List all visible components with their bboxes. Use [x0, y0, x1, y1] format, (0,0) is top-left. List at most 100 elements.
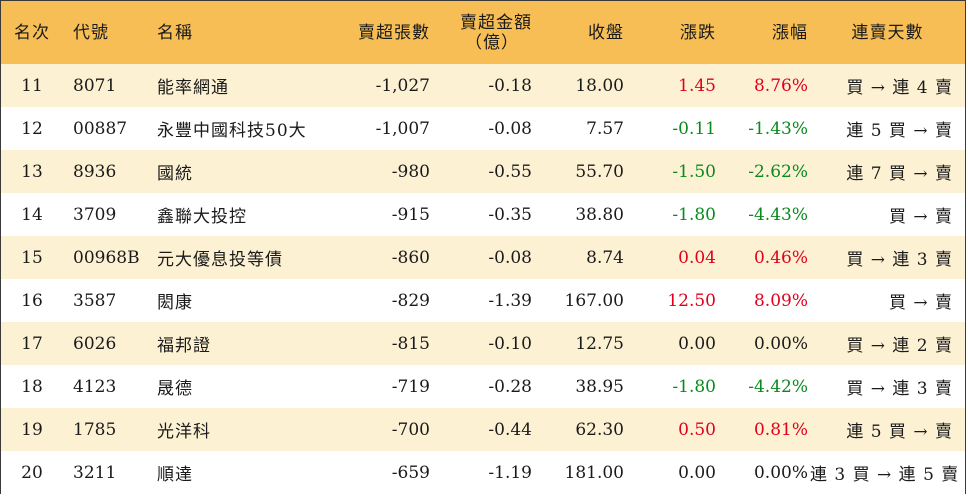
col-net-sell-amount-header: 賣超金額 （億） — [432, 1, 534, 64]
cell-net-sell-volume: -980 — [391, 161, 430, 182]
net-sell-amount-unit: （億） — [465, 32, 519, 53]
cell-rank: 15 — [21, 247, 43, 268]
cell-change: 1.45 — [678, 75, 716, 96]
cell-change: -1.80 — [672, 376, 716, 397]
cell-change: -0.11 — [672, 118, 716, 139]
cell-net-sell-volume: -815 — [391, 333, 430, 354]
cell-code: 3587 — [73, 290, 117, 311]
table-row: 12 00887 永豐中國科技50大 -1,007 -0.08 7.57 -0.11 -1.4… — [1, 107, 965, 150]
table-header: 名次 代號 名稱 賣超張數 賣超金額 （億） 收盤 漲跌 漲幅 連賣天數 — [1, 1, 965, 64]
cell-change: -1.80 — [672, 204, 716, 225]
table-row: 11 8071 能率網通 -1,027 -0.18 18.00 1.45 8.76% 買 → 連… — [1, 64, 965, 107]
cell-net-sell-amount: -1.39 — [488, 290, 532, 311]
table-row: 14 3709 鑫聯大投控 -915 -0.35 38.80 -1.80 -4.43% 買 → … — [1, 193, 965, 236]
cell-name: 元大優息投等債 — [157, 250, 283, 270]
cell-code: 00968B — [73, 247, 140, 268]
cell-rank: 19 — [21, 419, 43, 440]
cell-change-pct: -1.43% — [748, 118, 808, 139]
cell-net-sell-amount: -0.35 — [488, 204, 532, 225]
cell-code: 8071 — [73, 75, 117, 96]
cell-net-sell-amount: -1.19 — [488, 462, 532, 483]
cell-change-pct: -4.43% — [748, 204, 808, 225]
cell-net-sell-volume: -1,007 — [375, 118, 430, 139]
cell-rank: 14 — [21, 204, 43, 225]
table-row: 20 3211 順達 -659 -1.19 181.00 0.00 0.00% 連 3 買 → … — [1, 451, 965, 494]
cell-change-pct: 0.46% — [753, 247, 808, 268]
cell-close: 7.57 — [586, 118, 624, 139]
cell-net-sell-amount: -0.44 — [488, 419, 532, 440]
cell-change-pct: 8.09% — [753, 290, 808, 311]
cell-streak: 買 → 連 4 賣 — [846, 78, 953, 98]
cell-change: 12.50 — [667, 290, 716, 311]
cell-streak: 買 → 賣 — [888, 207, 953, 227]
cell-close: 38.95 — [575, 376, 624, 397]
cell-net-sell-amount: -0.08 — [488, 247, 532, 268]
cell-name: 鑫聯大投控 — [157, 207, 247, 227]
col-change-pct-header: 漲幅 — [772, 22, 808, 43]
cell-change: -1.50 — [672, 161, 716, 182]
col-code-header: 代號 — [73, 22, 109, 43]
cell-name: 順達 — [157, 465, 193, 485]
cell-name: 光洋科 — [157, 422, 211, 442]
cell-close: 12.75 — [575, 333, 624, 354]
cell-streak: 連 3 買 → 連 5 賣 — [810, 465, 960, 485]
cell-code: 8936 — [73, 161, 117, 182]
cell-code: 3709 — [73, 204, 117, 225]
col-close-header: 收盤 — [588, 22, 624, 43]
cell-net-sell-amount: -0.55 — [488, 161, 532, 182]
cell-code: 6026 — [73, 333, 117, 354]
cell-change: 0.00 — [678, 333, 716, 354]
cell-streak: 買 → 連 3 賣 — [846, 379, 953, 399]
table-row: 13 8936 國統 -980 -0.55 55.70 -1.50 -2.62% 連 7 買 →… — [1, 150, 965, 193]
cell-net-sell-volume: -915 — [391, 204, 430, 225]
cell-name: 閎康 — [157, 293, 193, 313]
cell-change: 0.50 — [678, 419, 716, 440]
cell-close: 18.00 — [575, 75, 624, 96]
cell-name: 晟德 — [157, 379, 193, 399]
cell-rank: 13 — [21, 161, 43, 182]
cell-code: 4123 — [73, 376, 117, 397]
cell-change: 0.04 — [678, 247, 716, 268]
cell-streak: 連 7 買 → 賣 — [846, 164, 953, 184]
cell-code: 3211 — [73, 462, 117, 483]
cell-close: 8.74 — [586, 247, 624, 268]
table-row: 15 00968B 元大優息投等債 -860 -0.08 8.74 0.04 0.46% 買 →… — [1, 236, 965, 279]
cell-change: 0.00 — [678, 462, 716, 483]
table-row: 16 3587 閎康 -829 -1.39 167.00 12.50 8.09% 買 → 賣 — [1, 279, 965, 322]
cell-net-sell-volume: -829 — [391, 290, 430, 311]
cell-change-pct: 8.76% — [753, 75, 808, 96]
cell-name: 福邦證 — [157, 336, 211, 356]
cell-net-sell-volume: -719 — [391, 376, 430, 397]
cell-change-pct: 0.00% — [753, 333, 808, 354]
cell-net-sell-amount: -0.28 — [488, 376, 532, 397]
cell-rank: 18 — [21, 376, 43, 397]
cell-code: 1785 — [73, 419, 117, 440]
cell-rank: 12 — [21, 118, 43, 139]
cell-rank: 17 — [21, 333, 43, 354]
cell-net-sell-amount: -0.08 — [488, 118, 532, 139]
cell-rank: 20 — [21, 462, 43, 483]
cell-net-sell-volume: -700 — [391, 419, 430, 440]
net-sell-amount-label: 賣超金額 — [460, 12, 532, 33]
cell-rank: 11 — [21, 75, 43, 96]
cell-streak: 買 → 賣 — [888, 293, 953, 313]
col-rank-header: 名次 — [14, 22, 50, 43]
cell-net-sell-amount: -0.10 — [488, 333, 532, 354]
cell-close: 55.70 — [575, 161, 624, 182]
cell-net-sell-amount: -0.18 — [488, 75, 532, 96]
cell-change-pct: 0.00% — [753, 462, 808, 483]
cell-net-sell-volume: -659 — [391, 462, 430, 483]
cell-streak: 連 5 買 → 賣 — [846, 121, 953, 141]
cell-name: 國統 — [157, 164, 193, 184]
cell-close: 181.00 — [564, 462, 624, 483]
cell-streak: 買 → 連 2 賣 — [846, 336, 953, 356]
cell-close: 167.00 — [564, 290, 624, 311]
cell-change-pct: -2.62% — [748, 161, 808, 182]
table-body: 11 8071 能率網通 -1,027 -0.18 18.00 1.45 8.76% 買 → 連… — [1, 64, 965, 494]
table-row: 18 4123 晟德 -719 -0.28 38.95 -1.80 -4.42% 買 → 連 3… — [1, 365, 965, 408]
cell-code: 00887 — [73, 118, 128, 139]
col-name-header: 名稱 — [157, 22, 193, 43]
cell-streak: 買 → 連 3 賣 — [846, 250, 953, 270]
table-row: 19 1785 光洋科 -700 -0.44 62.30 0.50 0.81% 連 5 買 → … — [1, 408, 965, 451]
